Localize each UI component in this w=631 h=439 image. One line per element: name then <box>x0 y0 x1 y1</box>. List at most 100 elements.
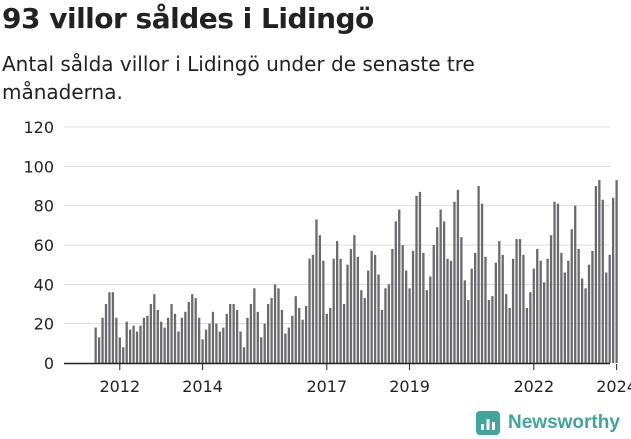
x-tick-label: 2019 <box>389 377 430 396</box>
bar <box>132 325 135 363</box>
bar <box>360 290 363 363</box>
chart-subtitle: Antal sålda villor i Lidingö under de se… <box>2 52 475 104</box>
chart-title: 93 villor såldes i Lidingö <box>2 2 374 35</box>
bar <box>325 313 328 363</box>
bar <box>170 304 173 363</box>
bar <box>229 304 232 363</box>
bar <box>377 274 380 363</box>
bar <box>277 288 280 363</box>
bar <box>211 311 215 363</box>
bar <box>553 201 556 363</box>
bar <box>574 205 577 363</box>
y-tick-label: 20 <box>34 315 54 334</box>
bar <box>242 347 246 363</box>
bar <box>149 304 152 363</box>
bar <box>287 327 290 363</box>
bar <box>467 300 470 363</box>
bar <box>453 201 456 363</box>
bar <box>187 302 190 363</box>
bar <box>115 317 118 363</box>
bar <box>298 307 301 363</box>
bar <box>146 315 149 363</box>
bar <box>367 270 370 363</box>
bar <box>291 315 294 363</box>
bar <box>284 333 287 363</box>
bar <box>463 280 466 363</box>
y-tick-label: 40 <box>34 275 54 294</box>
bar <box>425 290 428 363</box>
bar <box>156 309 159 363</box>
bar <box>418 191 422 363</box>
bar <box>387 284 391 363</box>
bar <box>577 248 580 363</box>
bar <box>487 300 491 363</box>
bar <box>222 327 225 363</box>
bar <box>543 282 546 363</box>
bar <box>394 221 397 363</box>
bar <box>315 219 318 363</box>
bar <box>494 262 497 363</box>
bar <box>605 272 608 363</box>
bar <box>329 307 332 363</box>
brand-name: Newsworthy <box>508 412 620 433</box>
bar <box>563 272 566 363</box>
bar <box>163 327 166 363</box>
bar <box>239 331 242 363</box>
bar <box>484 256 487 363</box>
x-tick-label: 2014 <box>182 377 223 396</box>
bar <box>215 323 218 363</box>
bar <box>225 313 228 363</box>
bar <box>125 321 128 363</box>
bar <box>294 296 297 363</box>
bars <box>94 180 618 363</box>
bar <box>615 180 618 363</box>
bar <box>108 292 111 363</box>
bar <box>173 313 177 363</box>
bar <box>311 254 315 363</box>
bar <box>491 296 494 363</box>
bar <box>511 258 515 363</box>
bar <box>373 254 377 363</box>
x-tick-label: 2012 <box>99 377 140 396</box>
bar <box>546 258 549 363</box>
bar <box>184 311 187 363</box>
bar <box>94 327 97 363</box>
y-tick-label: 80 <box>34 197 54 216</box>
bar <box>612 197 615 363</box>
bar <box>480 203 484 363</box>
bar <box>135 331 139 363</box>
bar <box>549 235 553 363</box>
bar <box>508 307 511 363</box>
bar <box>518 239 522 363</box>
bar <box>401 245 404 363</box>
bar <box>153 294 156 363</box>
x-tick-label: 2024 <box>596 377 631 396</box>
bar <box>539 260 542 363</box>
bar <box>601 199 604 363</box>
bar <box>339 258 342 363</box>
bar <box>322 260 325 363</box>
bar <box>456 189 460 363</box>
bar <box>580 278 584 363</box>
bar <box>256 311 259 363</box>
bar <box>180 317 184 363</box>
bar <box>249 304 253 363</box>
newsworthy-logo: Newsworthy <box>476 409 620 437</box>
bar <box>318 235 322 363</box>
bar <box>308 258 311 363</box>
bar <box>432 245 435 363</box>
bar <box>218 331 221 363</box>
bar <box>560 252 563 363</box>
bar <box>584 288 587 363</box>
bar <box>501 254 504 363</box>
bar <box>204 329 208 363</box>
bar <box>97 337 101 363</box>
bar <box>446 258 449 363</box>
bar <box>129 329 132 363</box>
bar <box>336 241 339 363</box>
bar <box>415 195 418 363</box>
bar <box>525 307 529 363</box>
bar <box>349 248 353 363</box>
bar <box>342 304 346 363</box>
bar-chart: 0 20 40 60 80 100 120 2012 2014 2017 2019 2022 2024… <box>23 118 631 396</box>
